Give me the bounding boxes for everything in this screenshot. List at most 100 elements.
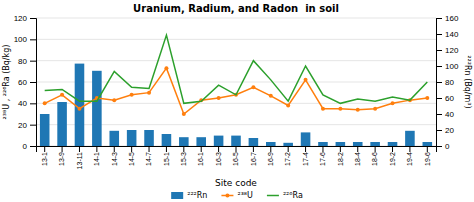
tick-label: 0	[23, 142, 28, 151]
tick-mark	[436, 114, 442, 115]
x-tick: 18-2	[337, 146, 344, 166]
legend-label: ²³⁸U	[237, 191, 253, 200]
x-axis-title: Site code	[215, 178, 257, 188]
tick-mark	[96, 146, 97, 152]
tick-mark	[44, 146, 45, 152]
tick-label: 15-1	[163, 152, 170, 166]
marker	[373, 107, 377, 111]
x-tick: 13-9	[58, 146, 65, 166]
tick-mark	[236, 146, 237, 152]
tick-label: 14-3	[111, 152, 118, 166]
tick-mark	[436, 66, 442, 67]
tick-label: 120	[14, 14, 28, 23]
marker	[338, 107, 342, 111]
tick-label: 100	[445, 62, 459, 71]
marker	[182, 112, 186, 116]
marker	[147, 91, 151, 95]
legend-swatch	[267, 195, 279, 197]
y2-tick: 80	[436, 78, 454, 87]
tick-label: 17-4	[302, 152, 309, 166]
tick-mark	[436, 50, 442, 51]
line-series	[45, 35, 428, 103]
tick-mark	[79, 146, 80, 152]
y2-tick: 100	[436, 62, 459, 71]
tick-mark	[322, 146, 323, 152]
x-tick: 14-1	[93, 146, 100, 166]
marks	[40, 35, 432, 146]
tick-label: 16-1	[197, 152, 204, 166]
tick-label: 13-1	[41, 152, 48, 166]
tick-mark	[392, 146, 393, 152]
marker	[321, 107, 325, 111]
tick-label: 80	[18, 57, 27, 66]
legend-item: ²²⁶Ra	[267, 191, 303, 200]
tick-mark	[288, 146, 289, 152]
bar	[57, 102, 67, 146]
tick-mark	[357, 146, 358, 152]
axis-line	[437, 19, 443, 147]
bar	[75, 64, 85, 146]
tick-label: 14-7	[145, 152, 152, 166]
y-tick: 20	[18, 121, 36, 130]
legend-item: ²²²Rn	[171, 191, 207, 200]
tick-mark	[30, 61, 36, 62]
marker	[130, 93, 134, 97]
tick-label: 100	[14, 35, 28, 44]
tick-mark	[149, 146, 150, 152]
legend-label: ²²²Rn	[187, 191, 207, 200]
marker	[60, 93, 64, 97]
tick-label: 140	[445, 30, 459, 39]
x-tick: 15-1	[163, 146, 170, 166]
y2-axis-title: ²²²Rn (Bq/m³)	[463, 55, 472, 108]
marker	[251, 85, 255, 89]
y-axis-title: ²³⁸U , ²²⁶Ra (Bq/kg)	[2, 45, 11, 120]
x-tick: 19-6	[424, 146, 431, 166]
legend-label: ²²⁶Ra	[283, 191, 303, 200]
tick-mark	[436, 82, 442, 83]
marker	[286, 103, 290, 107]
tick-label: 0	[445, 142, 450, 151]
bar	[109, 131, 119, 146]
legend: ²²²Rn ²³⁸U ²²⁶Ra	[171, 191, 303, 200]
tick-label: 120	[445, 46, 459, 55]
x-tick: 16-9	[267, 146, 274, 166]
tick-label: 13-9	[58, 152, 65, 166]
y2-tick: 140	[436, 30, 459, 39]
tick-label: 19-2	[389, 152, 396, 166]
x-tick: 13-11	[76, 146, 83, 169]
tick-label: 40	[445, 110, 454, 119]
bar	[423, 142, 433, 146]
y2-tick: 60	[436, 94, 454, 103]
tick-label: 18-4	[354, 152, 361, 166]
legend-swatch	[171, 192, 183, 199]
chart: 13-113-913-1114-114-314-514-715-115-316-…	[0, 0, 474, 202]
tick-label: 15-3	[180, 152, 187, 166]
tick-mark	[409, 146, 410, 152]
x-tick: 14-3	[111, 146, 118, 166]
tick-mark	[305, 146, 306, 152]
axis-line	[37, 147, 437, 153]
bar	[301, 132, 311, 146]
tick-label: 17-6	[319, 152, 326, 166]
bar	[336, 142, 346, 146]
bar	[283, 143, 293, 146]
axis-line	[30, 19, 37, 147]
tick-mark	[253, 146, 254, 152]
marker	[425, 96, 429, 100]
y2-tick: 160	[436, 14, 459, 23]
tick-mark	[270, 146, 271, 152]
tick-mark	[114, 146, 115, 152]
tick-label: 14-1	[93, 152, 100, 166]
tick-label: 20	[18, 121, 27, 130]
y2-tick: 120	[436, 46, 459, 55]
grid	[36, 18, 436, 146]
tick-label: 18-6	[371, 152, 378, 166]
bar	[249, 138, 259, 146]
tick-label: 16-9	[267, 152, 274, 166]
y-axis: 020406080100120	[14, 14, 37, 151]
bar	[353, 142, 363, 146]
tick-label: 20	[445, 126, 454, 135]
x-tick: 17-2	[284, 146, 291, 166]
x-tick: 15-3	[180, 146, 187, 166]
x-tick: 17-4	[302, 146, 309, 166]
